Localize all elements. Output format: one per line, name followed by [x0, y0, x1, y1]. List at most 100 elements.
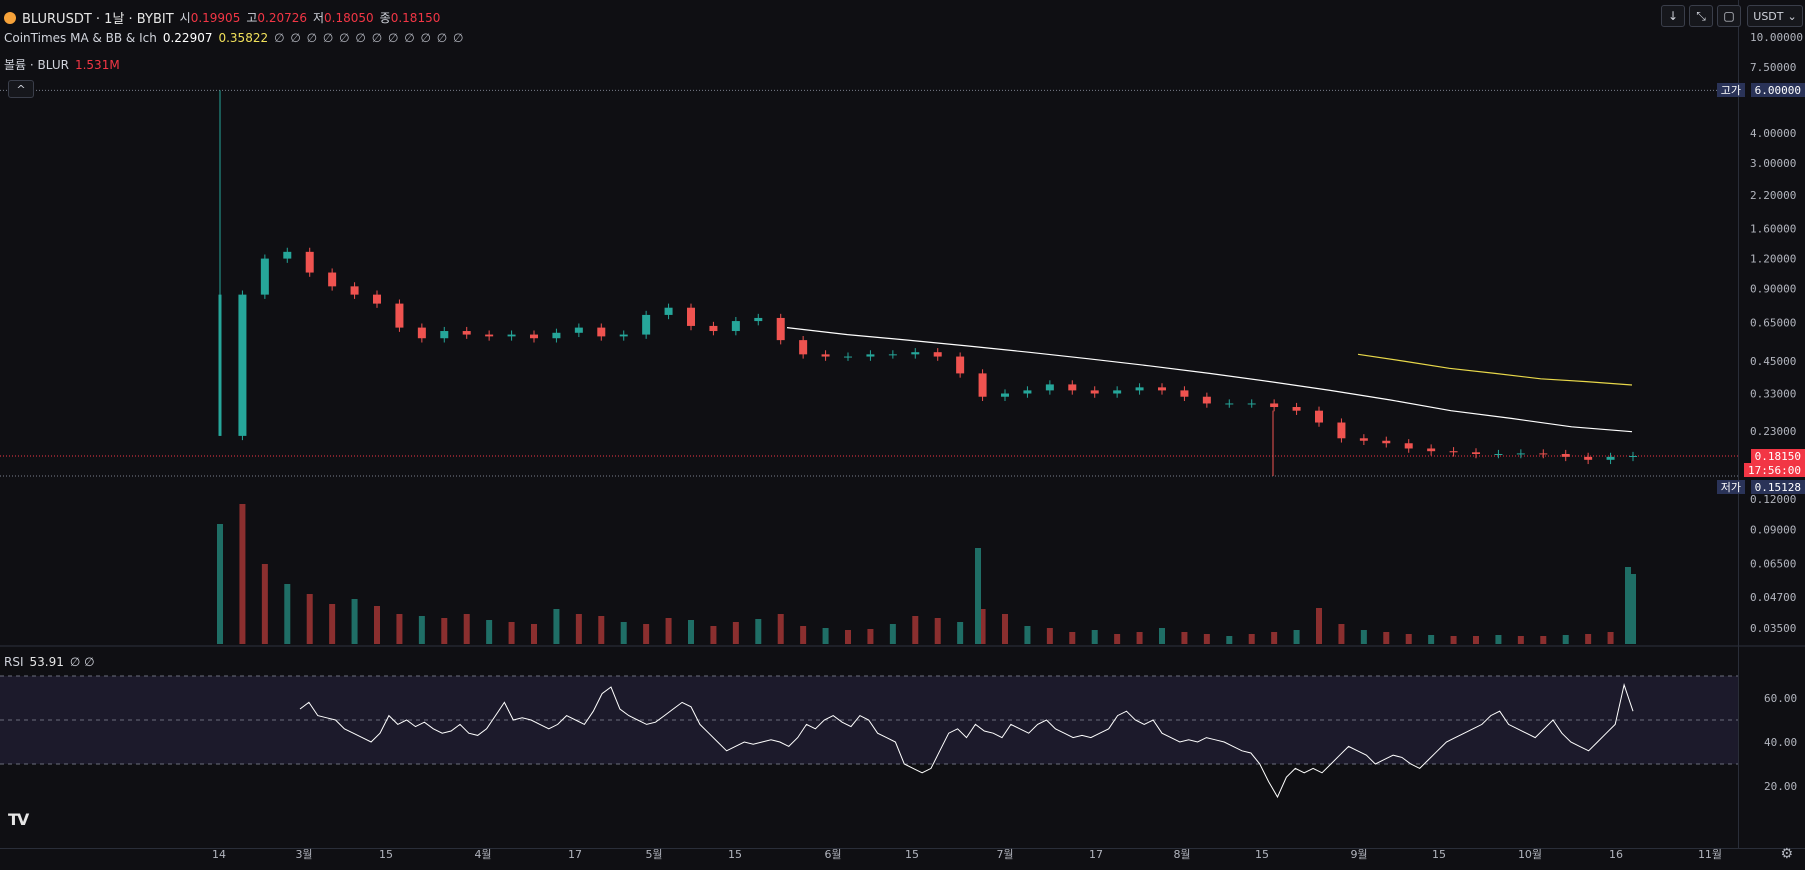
- time-tick-label: 17: [1089, 848, 1103, 861]
- candle-body: [911, 352, 920, 355]
- rsi-name[interactable]: RSI: [4, 655, 24, 669]
- candle-body: [1135, 387, 1144, 391]
- candle-body: [799, 340, 808, 355]
- volume-bar: [934, 618, 941, 644]
- arrow-down-icon[interactable]: ↓: [1661, 5, 1685, 27]
- low-value: 0.18050: [324, 10, 374, 25]
- rsi-tick-label: 20.00: [1764, 780, 1797, 793]
- volume-bar: [575, 614, 582, 644]
- candle-body: [731, 321, 740, 332]
- time-tick-label: 5월: [645, 848, 662, 861]
- rsi-legend: RSI 53.91 ∅ ∅: [4, 655, 95, 669]
- price-axis-border: [1738, 0, 1739, 848]
- candle-body: [956, 356, 965, 374]
- candle-body: [1180, 390, 1189, 397]
- gear-icon[interactable]: ⚙: [1780, 846, 1793, 862]
- time-axis-border: [0, 848, 1805, 849]
- volume-bar: [531, 624, 537, 644]
- volume-bar: [1293, 630, 1300, 644]
- volume-bar: [1630, 574, 1636, 644]
- volume-name[interactable]: 볼륨 · BLUR: [4, 58, 69, 72]
- volume-bar: [1271, 632, 1278, 644]
- time-tick-label: 3월: [295, 848, 312, 861]
- candle-body: [1516, 453, 1525, 455]
- time-tick-label: 15: [728, 848, 742, 861]
- volume-bar: [975, 548, 981, 644]
- candle-body: [597, 327, 606, 337]
- candle-body: [417, 327, 426, 339]
- volume-bar: [1562, 635, 1569, 644]
- indicator-legend: CoinTimes MA & BB & Ich 0.22907 0.35822 …: [4, 31, 465, 45]
- time-tick-label: 15: [1432, 848, 1446, 861]
- volume-bar: [1159, 628, 1165, 644]
- ma2-line: [1357, 353, 1633, 386]
- candle-body: [687, 307, 695, 326]
- volume-bar: [598, 616, 605, 644]
- volume-bar: [284, 584, 291, 644]
- price-tick-label: 0.33000: [1750, 388, 1796, 401]
- grid-lines: [0, 0, 1805, 849]
- volume-bar: [777, 614, 784, 644]
- volume-bar: [306, 594, 313, 644]
- volume-bar: [1046, 628, 1053, 644]
- candle-body: [1225, 403, 1234, 405]
- fullscreen-icon[interactable]: ▢: [1717, 5, 1741, 27]
- volume-bar: [732, 622, 739, 644]
- candle-body: [395, 303, 404, 328]
- candle-body: [485, 334, 494, 337]
- candle-body: [440, 331, 449, 339]
- indicator-name[interactable]: CoinTimes MA & BB & Ich: [4, 31, 157, 45]
- high-tag-value: 6.00000: [1750, 83, 1805, 97]
- candle-body: [1090, 390, 1099, 394]
- volume-bar: [822, 628, 829, 644]
- ma1-line: [786, 327, 1633, 433]
- volume-bar: [441, 618, 448, 644]
- candle-body: [1494, 453, 1503, 455]
- volume-bar: [710, 626, 717, 644]
- price-tick-label: 7.50000: [1750, 61, 1796, 74]
- volume-bar: [1114, 634, 1121, 644]
- candlesticks: [218, 90, 1637, 476]
- candle-body: [1382, 440, 1391, 444]
- candle-body: [507, 334, 516, 337]
- rsi-tick-label: 40.00: [1764, 736, 1797, 749]
- volume-bar: [553, 609, 560, 644]
- last-price-tag: 0.18150: [1750, 449, 1805, 463]
- currency-label: USDT: [1753, 9, 1784, 23]
- volume-bar: [1625, 567, 1631, 644]
- candle-body: [978, 373, 987, 397]
- candle-body: [1539, 453, 1548, 455]
- candle-body: [1427, 448, 1436, 452]
- volume-bar: [1383, 632, 1390, 644]
- candle-body: [933, 352, 942, 357]
- volume-bar: [217, 524, 223, 644]
- candle-body: [1449, 451, 1458, 453]
- volume-bar: [1091, 630, 1098, 644]
- symbol-title[interactable]: BLURUSDT · 1날 · BYBIT: [22, 12, 174, 27]
- candle-body: [283, 251, 292, 259]
- rsi-pane: 60.00 40.00 20.00: [0, 675, 1797, 799]
- open-value: 0.19905: [190, 10, 241, 25]
- volume-bar: [374, 606, 380, 644]
- volume-bar: [979, 609, 986, 644]
- time-tick-label: 11월: [1698, 848, 1722, 861]
- candle-body: [218, 294, 222, 436]
- time-tick-label: 8월: [1173, 848, 1190, 861]
- volume-bar: [688, 620, 694, 644]
- candle-body: [844, 356, 852, 358]
- volume-bar: [1203, 634, 1210, 644]
- collapse-legend-button[interactable]: ^: [8, 80, 34, 98]
- candle-body: [1315, 410, 1323, 423]
- candle-body: [1292, 407, 1301, 411]
- price-tick-label: 0.06500: [1750, 557, 1796, 570]
- price-tick-label: 1.60000: [1750, 223, 1796, 236]
- candle-body: [552, 332, 561, 339]
- volume-bar: [957, 622, 964, 644]
- tradingview-logo[interactable]: TV: [8, 810, 29, 829]
- volume-bar: [1226, 636, 1233, 644]
- volume-bar: [1495, 635, 1502, 644]
- collapse-icon[interactable]: ⤡: [1689, 5, 1713, 27]
- currency-select[interactable]: USDT ⌄: [1747, 5, 1803, 27]
- candle-body: [1472, 452, 1480, 454]
